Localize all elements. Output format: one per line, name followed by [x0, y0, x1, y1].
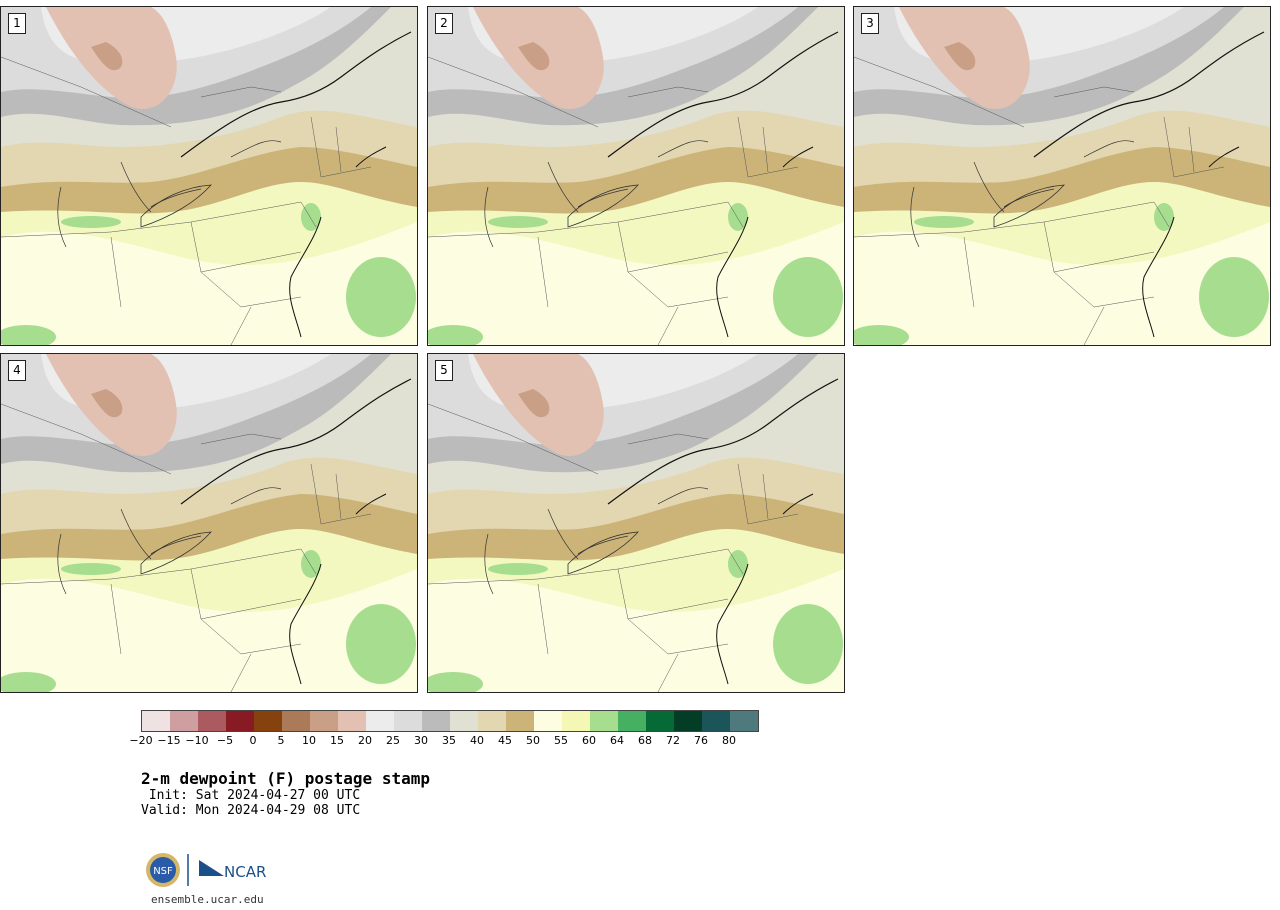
colorbar-swatch	[450, 711, 478, 731]
panel-label: 1	[8, 13, 26, 34]
colorbar-swatch	[730, 711, 758, 731]
colorbar-swatch	[226, 711, 254, 731]
colorbar-swatch	[590, 711, 618, 731]
colorbar-swatch	[534, 711, 562, 731]
map-panel-5: 5	[427, 353, 845, 693]
colorbar-swatch	[142, 711, 170, 731]
map-panel-2: 2	[427, 6, 845, 346]
colorbar-swatch	[394, 711, 422, 731]
colorbar-tick-label: 40	[470, 734, 484, 747]
logos: NSF NCAR	[144, 850, 274, 890]
colorbar-tick-label: 0	[249, 734, 257, 747]
colorbar-tick-label: 55	[554, 734, 568, 747]
panel-label: 3	[861, 13, 879, 34]
map-panel-4: 4	[0, 353, 418, 693]
colorbar-swatch	[506, 711, 534, 731]
footer-url: ensemble.ucar.edu	[151, 893, 264, 906]
panel-label: 2	[435, 13, 453, 34]
panel-label: 5	[435, 360, 453, 381]
colorbar-tick-label: 35	[442, 734, 456, 747]
colorbar-swatch	[254, 711, 282, 731]
map-svg	[428, 7, 844, 345]
colorbar-swatch	[338, 711, 366, 731]
colorbar-tick-label: 15	[330, 734, 344, 747]
colorbar-tick-label: 76	[694, 734, 708, 747]
ncar-logo-text: NCAR	[224, 863, 266, 881]
colorbar-tick-label: 5	[277, 734, 285, 747]
map-svg	[854, 7, 1270, 345]
panel-label: 4	[8, 360, 26, 381]
colorbar-swatch	[310, 711, 338, 731]
colorbar-tick-label: −5	[216, 734, 234, 747]
map-svg	[1, 354, 417, 692]
colorbar-swatch	[282, 711, 310, 731]
colorbar-tick-label: 45	[498, 734, 512, 747]
colorbar-swatch	[702, 711, 730, 731]
colorbar-swatch	[674, 711, 702, 731]
nsf-ncar-logo: NSF NCAR	[146, 853, 266, 887]
colorbar-tick-label: 64	[610, 734, 624, 747]
colorbar-tick-label: −10	[185, 734, 209, 747]
colorbar-swatch	[618, 711, 646, 731]
colorbar-swatch	[198, 711, 226, 731]
colorbar-swatch	[366, 711, 394, 731]
colorbar-tick-label: 60	[582, 734, 596, 747]
map-panel-1: 1	[0, 6, 418, 346]
colorbar-swatch	[170, 711, 198, 731]
colorbar-swatch	[646, 711, 674, 731]
colorbar-tick-label: 80	[722, 734, 736, 747]
colorbar-swatch	[562, 711, 590, 731]
nsf-logo-text: NSF	[153, 866, 173, 877]
map-svg	[1, 7, 417, 345]
map-panel-3: 3	[853, 6, 1271, 346]
colorbar-swatch	[422, 711, 450, 731]
colorbar-tick-label: 25	[386, 734, 400, 747]
valid-time: Valid: Mon 2024-04-29 08 UTC	[141, 803, 361, 818]
colorbar-tick-label: 30	[414, 734, 428, 747]
colorbar-tick-label: 20	[358, 734, 372, 747]
colorbar-tick-label: 68	[638, 734, 652, 747]
colorbar-ticks: −20 −15 −10 −5 0 5 10 15 20 25 30 35 40 45 50 55 60 64 68 7…	[129, 734, 781, 748]
init-time: Init: Sat 2024-04-27 00 UTC	[141, 788, 361, 803]
colorbar-tick-label: −15	[157, 734, 181, 747]
colorbar-tick-label: 10	[302, 734, 316, 747]
colorbar	[141, 710, 759, 732]
colorbar-swatch	[478, 711, 506, 731]
colorbar-tick-label: 50	[526, 734, 540, 747]
colorbar-tick-label: −20	[129, 734, 153, 747]
map-svg	[428, 354, 844, 692]
colorbar-tick-label: 72	[666, 734, 680, 747]
page-title: 2-m dewpoint (F) postage stamp	[141, 769, 430, 788]
